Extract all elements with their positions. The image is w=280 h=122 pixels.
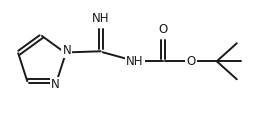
Text: NH: NH (126, 55, 144, 68)
Text: NH: NH (92, 12, 109, 25)
Text: N: N (62, 44, 71, 57)
Text: O: O (186, 55, 195, 68)
Text: N: N (51, 78, 60, 91)
Text: O: O (158, 23, 167, 36)
